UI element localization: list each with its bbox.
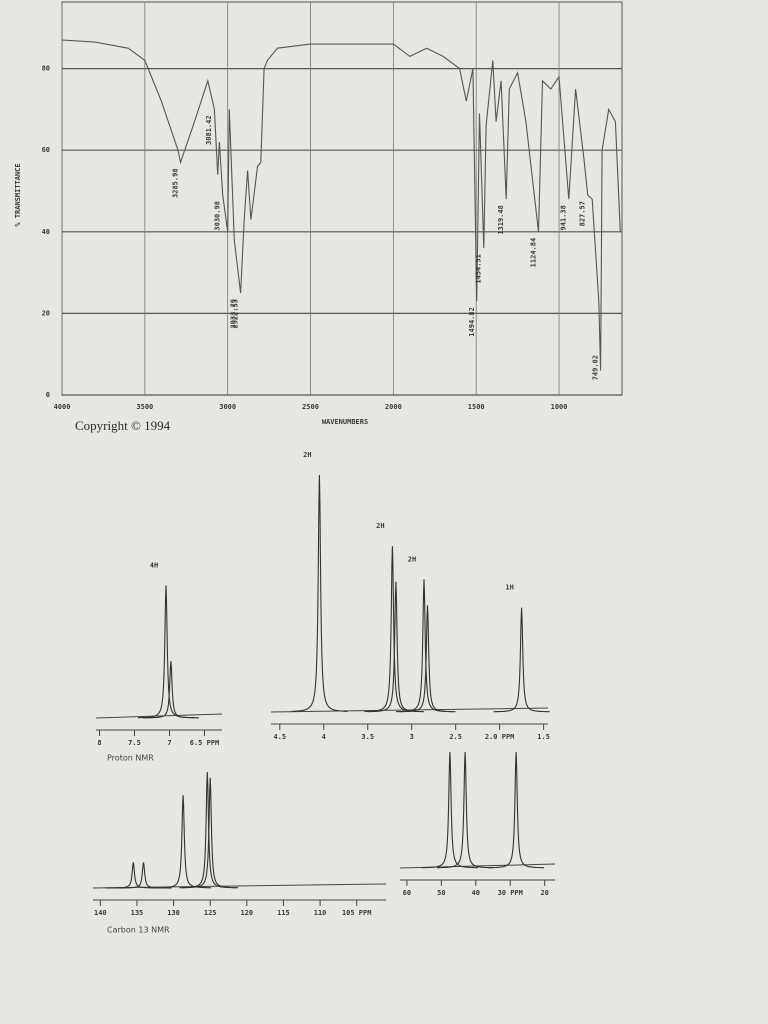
peak-label: 1454.51 <box>475 254 483 284</box>
integration-label: 2H <box>303 451 311 459</box>
copyright: Copyright © 1994 <box>75 418 171 433</box>
x-tick-label: 20 <box>540 889 548 897</box>
y-tick-label: 40 <box>42 228 50 236</box>
integration-label: 1H <box>505 584 513 592</box>
x-tick-label: 115 <box>277 909 290 917</box>
peak-label: 827.57 <box>579 201 587 226</box>
nmr-peak <box>291 474 348 712</box>
y-tick-label: 80 <box>42 65 50 73</box>
x-tick-label: 4.5 <box>273 733 286 741</box>
nmr-peak <box>421 751 478 869</box>
nmr-peak <box>182 777 239 889</box>
peak-label: 1494.82 <box>468 307 476 337</box>
y-tick-label: 0 <box>46 391 50 399</box>
peak-label: 1124.84 <box>529 238 537 268</box>
peak-label: 2933.79 <box>230 299 238 329</box>
x-tick-label: 7.5 <box>128 739 141 747</box>
x-tick-label: 7 <box>167 739 171 747</box>
nmr-peak <box>493 607 550 713</box>
x-tick-label: 40 <box>472 889 480 897</box>
nmr-peak <box>437 751 494 869</box>
x-tick-label: 4000 <box>54 403 71 411</box>
integration-label: 2H <box>376 522 384 530</box>
carbon-nmr-label: Carbon 13 NMR <box>107 926 170 935</box>
x-tick-label: 1500 <box>468 403 485 411</box>
x-tick-label: 3500 <box>136 403 153 411</box>
peak-label: 3030.98 <box>214 201 222 231</box>
nmr-peak <box>115 862 172 889</box>
peak-label: 3285.98 <box>171 168 179 198</box>
peak-label: 1319.48 <box>497 205 505 235</box>
x-tick-label: 2.5 <box>449 733 462 741</box>
x-tick-label: 1.5 <box>537 733 550 741</box>
x-tick-label: 3 <box>410 733 414 741</box>
nmr-peak <box>142 661 199 719</box>
x-tick-label: 2.0 PPM <box>485 733 515 741</box>
x-tick-label: 120 <box>240 909 253 917</box>
x-tick-label: 30 PPM <box>498 889 523 897</box>
x-tick-label: 2500 <box>302 403 319 411</box>
y-tick-label: 20 <box>42 309 50 317</box>
x-tick-label: 50 <box>437 889 445 897</box>
y-tick-label: 60 <box>42 146 50 154</box>
plot-frame <box>61 1 623 396</box>
peak-label: 3081.42 <box>205 115 213 145</box>
x-tick-label: 1000 <box>551 403 568 411</box>
x-tick-label: 4 <box>322 733 326 741</box>
nmr-peak <box>364 546 421 713</box>
proton-nmr-label: Proton NMR <box>107 754 154 763</box>
baseline <box>270 707 549 713</box>
integration-label: 4H <box>150 561 158 569</box>
ir-trace <box>61 39 621 371</box>
x-tick-label: 60 <box>403 889 411 897</box>
x-tick-label: 130 <box>167 909 180 917</box>
x-tick-label: 2000 <box>385 403 402 411</box>
nmr-peak <box>396 579 452 713</box>
x-tick-label: 3000 <box>219 403 236 411</box>
x-tick-label: 135 <box>131 909 144 917</box>
ir-x-label: WAVENUMBERS <box>322 418 368 426</box>
x-tick-label: 105 PPM <box>342 909 372 917</box>
peak-label: 941.38 <box>560 205 568 230</box>
peak-label: 749.02 <box>592 355 600 380</box>
baseline <box>95 713 223 719</box>
nmr-peak <box>488 751 545 869</box>
x-tick-label: 140 <box>94 909 107 917</box>
x-tick-label: 125 <box>204 909 217 917</box>
nmr-peak <box>155 795 212 889</box>
nmr-peak <box>138 585 194 719</box>
nmr-peak <box>105 862 162 889</box>
x-tick-label: 8 <box>97 739 101 747</box>
x-tick-label: 3.5 <box>361 733 374 741</box>
integration-label: 2H <box>408 555 416 563</box>
peak-label: 2922.53 <box>232 299 240 329</box>
x-tick-label: 110 <box>314 909 327 917</box>
x-tick-label: 6.5 PPM <box>190 739 220 747</box>
ir-y-label: % TRANSMITTANCE <box>14 163 22 226</box>
nmr-peak <box>399 605 456 713</box>
